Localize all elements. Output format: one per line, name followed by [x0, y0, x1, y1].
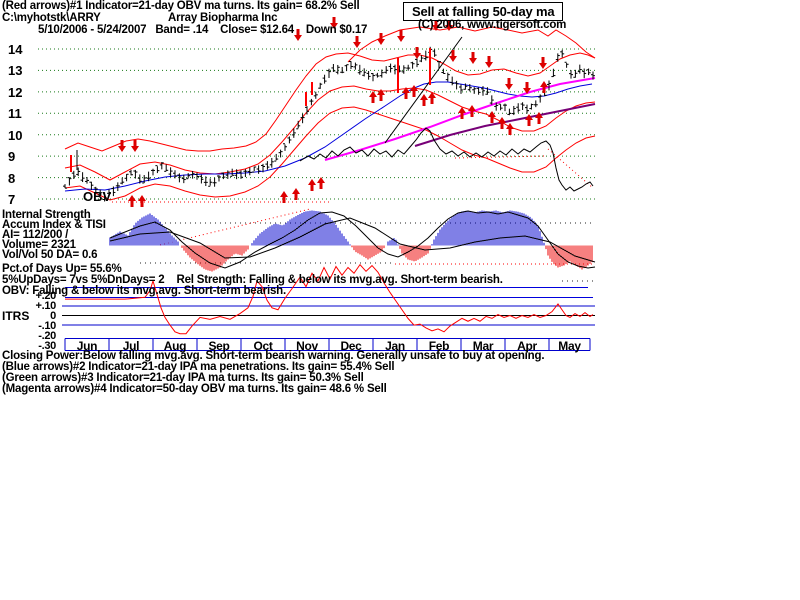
obv-status: OBV: Falling & below its mvg.avg. Short-…: [2, 285, 286, 297]
month-label: Jun: [76, 339, 98, 353]
itrs-label: ITRS: [2, 309, 30, 323]
closing-power-status: Closing Power:Below falling mvg.avg. Sho…: [2, 350, 545, 362]
month-label: Nov: [296, 339, 318, 353]
price-tick-label: 10: [8, 127, 23, 143]
month-label: Oct: [253, 339, 273, 353]
indicator2-summary: (Blue arrows)#2 Indicator=21-day IPA ma …: [2, 361, 395, 373]
price-tick-label: 7: [8, 192, 16, 207]
indicator4-summary: (Magenta arrows)#4 Indicator=50-day OBV …: [2, 383, 387, 395]
accum-index-label: Accum Index & TISI: [2, 219, 106, 231]
price-tick-label: 8: [8, 170, 16, 186]
month-label: Sep: [208, 339, 230, 353]
month-label: May: [558, 339, 581, 353]
price-tick-label: 11: [8, 106, 22, 122]
price-tick-label: 14: [8, 41, 23, 57]
itrs-tick-label: -.20: [38, 330, 56, 342]
itrs-tick-label: -.10: [38, 320, 56, 332]
sell-callout-box: Sell at falling 50-day ma: [403, 2, 564, 21]
itrs-tick-label: 0: [50, 310, 56, 322]
ai-value: AI= 112/200 /: [2, 229, 69, 241]
vol-ratio-value: Vol/Vol 50 DA= 0.6: [2, 249, 98, 261]
price-tick-label: 12: [8, 84, 23, 100]
obv-label: OBV: [83, 189, 112, 204]
rel-strength-status: 5%UpDays= 7vs 5%DnDays= 2 Rel Strength: …: [2, 274, 503, 286]
price-tick-label: 9: [8, 149, 16, 165]
indicator3-summary: (Green arrows)#3 Indicator=21-day IPA ma…: [2, 372, 364, 384]
itrs-tick-label: +.10: [35, 300, 56, 312]
company-name: Array Biopharma Inc: [168, 12, 278, 24]
internal-strength-label: Internal Strength: [2, 209, 91, 221]
month-label: Dec: [340, 339, 362, 353]
price-tick-label: 13: [8, 63, 23, 79]
itrs-tick-label: +.20: [35, 290, 56, 302]
date-range-quote: 5/10/2006 - 5/24/2007 Band= .14 Close= $…: [38, 24, 368, 36]
month-label: Apr: [517, 339, 537, 353]
month-label: Aug: [163, 339, 187, 353]
indicator1-summary: (Red arrows)#1 Indicator=21-day OBV ma t…: [2, 0, 360, 12]
file-path: C:\myhotstk\ARRY: [2, 12, 101, 24]
month-label: Feb: [428, 339, 450, 353]
itrs-tick-label: -.30: [38, 340, 56, 352]
pct-days-up: Pct.of Days Up= 55.6%: [2, 263, 122, 275]
copyright-text: (C) 2006, www.tigersoft.com: [418, 19, 567, 31]
month-label: Mar: [472, 339, 494, 353]
month-label: Jan: [385, 339, 405, 353]
volume-value: Volume= 2321: [2, 239, 76, 251]
month-label: Jul: [122, 339, 140, 353]
